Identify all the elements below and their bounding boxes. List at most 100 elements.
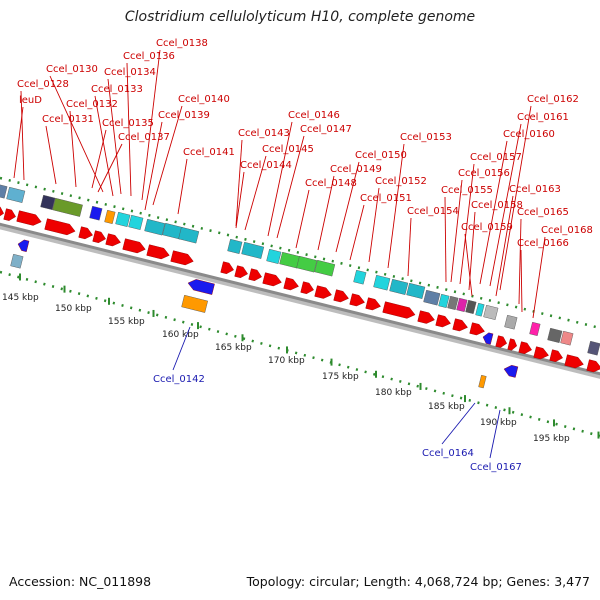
- label-layer: Ccel_0138 Ccel_0136 Ccel_0130 Ccel_0134 Ccel…: [13, 38, 593, 473]
- forward-leader-line: [97, 143, 123, 193]
- forward-gene-label: Ccel_0147: [300, 124, 352, 135]
- domain-box: [529, 321, 541, 337]
- domain-box: [389, 278, 409, 295]
- forward-leader-line: [235, 171, 245, 229]
- forward-gene-arrow-shape: [78, 226, 93, 240]
- domain-box: [104, 209, 116, 225]
- domain-box-shape: [115, 211, 131, 227]
- domain-box: [0, 183, 8, 199]
- forward-gene-arrow: [533, 346, 549, 360]
- forward-gene-label: Ccel_0160: [503, 129, 555, 140]
- forward-gene-arrow: [417, 310, 435, 324]
- reverse-gene-arrow: [187, 279, 215, 295]
- domain-box: [547, 327, 563, 343]
- forward-gene-arrow-shape: [220, 261, 234, 275]
- forward-gene-label: Ccel_0145: [262, 144, 314, 155]
- forward-gene-label: Ccel_0151: [360, 193, 412, 204]
- forward-gene-arrow-shape: [248, 268, 262, 282]
- forward-gene-arrow-shape: [283, 277, 299, 291]
- forward-gene-label: Ccel_0158: [471, 200, 523, 211]
- forward-gene-arrow-shape: [234, 265, 248, 279]
- domain-box-shape: [144, 218, 166, 236]
- domain-box-shape: [104, 209, 116, 225]
- forward-gene-arrow: [16, 210, 42, 226]
- domain-box: [478, 374, 487, 389]
- forward-gene-label: Ccel_0132: [66, 99, 118, 110]
- forward-gene-arrow: [549, 349, 563, 363]
- domain-box-shape: [353, 269, 367, 285]
- feature-layer: [0, 183, 600, 389]
- forward-gene-arrow: [122, 238, 146, 254]
- forward-gene-label: Ccel_0157: [470, 152, 522, 163]
- forward-gene-arrow-shape: [435, 314, 451, 328]
- scale-label: 185 kbp: [428, 402, 465, 412]
- forward-leader-line: [141, 49, 161, 201]
- reverse-gene-arrow-shape: [482, 332, 494, 345]
- scale-label: 150 kbp: [55, 304, 92, 314]
- forward-gene-arrow: [234, 265, 248, 279]
- domain-box: [560, 330, 574, 346]
- forward-leader-line: [177, 158, 188, 215]
- scale-label: 155 kbp: [108, 317, 145, 327]
- forward-leader-line: [518, 218, 522, 305]
- domain-box-shape: [547, 327, 563, 343]
- scale-label: 145 kbp: [2, 293, 39, 303]
- forward-gene-arrow-shape: [518, 341, 532, 355]
- forward-gene-label: Ccel_0136: [123, 51, 175, 62]
- forward-leader-line: [235, 139, 243, 227]
- domain-box: [52, 197, 83, 217]
- forward-gene-arrow-shape: [382, 301, 416, 319]
- domain-box-shape: [52, 197, 83, 217]
- forward-gene-label: leuD: [19, 95, 42, 106]
- forward-gene-arrow: [495, 335, 507, 348]
- forward-gene-label: Ccel_0168: [541, 225, 593, 236]
- forward-gene-arrow-shape: [507, 338, 518, 351]
- forward-gene-label: Ccel_0134: [104, 67, 156, 78]
- forward-gene-arrow-shape: [365, 297, 381, 311]
- forward-leader-line: [387, 143, 405, 269]
- domain-box: [423, 289, 441, 306]
- forward-gene-arrow-shape: [349, 293, 365, 307]
- domain-box-shape: [560, 330, 574, 346]
- forward-leader-line: [69, 110, 77, 188]
- domain-box-shape: [438, 293, 450, 309]
- forward-leader-line: [276, 135, 305, 239]
- forward-leader-line: [91, 129, 107, 189]
- forward-leader-line: [335, 161, 360, 253]
- forward-leader-line: [126, 62, 132, 197]
- summary-text: Topology: circular; Length: 4,068,724 bp…: [246, 574, 590, 589]
- domain-box: [266, 248, 282, 264]
- domain-box: [241, 241, 265, 259]
- scale-label: 195 kbp: [533, 434, 570, 444]
- scale-label: 190 kbp: [480, 418, 517, 428]
- forward-gene-label: Ccel_0144: [240, 160, 292, 171]
- domain-box-shape: [6, 186, 26, 203]
- forward-gene-arrow: [333, 289, 349, 303]
- tick-layer: 145 kbp 150 kbp 155 kbp 160 kbp 165 kbp 170 k…: [0, 176, 600, 444]
- forward-gene-label: Ccel_0155: [441, 185, 493, 196]
- forward-gene-arrow: [518, 341, 532, 355]
- forward-gene-arrow: [564, 354, 584, 369]
- forward-gene-arrow: [248, 268, 262, 282]
- forward-gene-arrow: [314, 285, 332, 299]
- forward-gene-arrow: [283, 277, 299, 291]
- forward-gene-arrow-shape: [146, 244, 170, 260]
- forward-leader-line: [152, 105, 183, 206]
- domain-box: [181, 294, 208, 313]
- forward-leader-line: [13, 106, 24, 179]
- reverse-gene-arrow: [482, 332, 494, 345]
- domain-box-shape: [529, 321, 541, 337]
- forward-gene-label: Ccel_0159: [461, 222, 513, 233]
- forward-gene-arrow-shape: [92, 230, 106, 244]
- reverse-leader-line: [172, 326, 191, 371]
- forward-gene-arrow-shape: [3, 208, 16, 221]
- domain-box-shape: [128, 214, 144, 230]
- forward-gene-label: Ccel_0128: [17, 79, 69, 90]
- reverse-gene-label: Ccel_0167: [470, 462, 522, 473]
- domain-box-shape: [227, 238, 243, 254]
- forward-leader-line: [520, 249, 523, 313]
- forward-gene-arrow: [0, 205, 4, 218]
- domain-box: [438, 293, 450, 309]
- forward-gene-label: Ccel_0163: [509, 184, 561, 195]
